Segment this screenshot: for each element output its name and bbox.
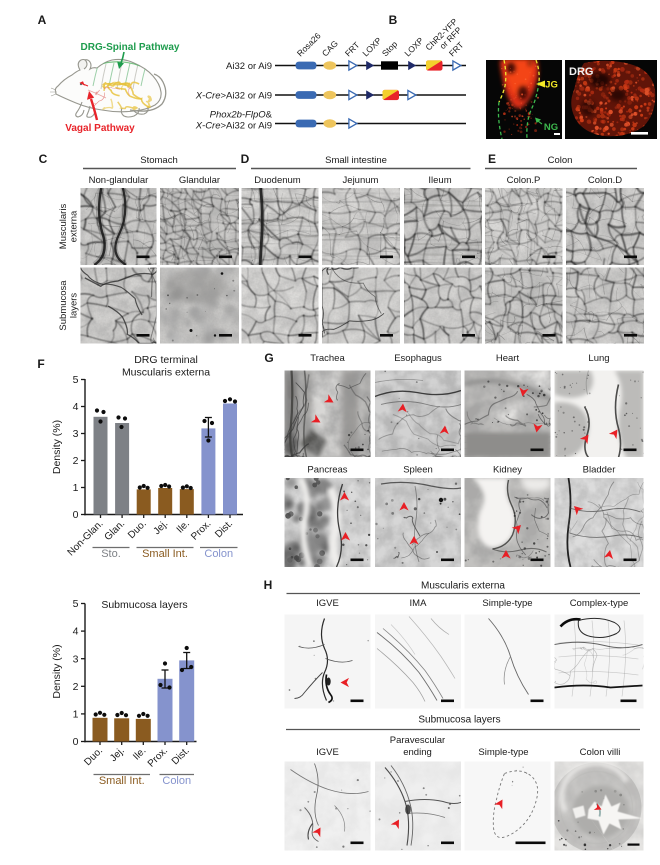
svg-text:Vagal Pathway: Vagal Pathway [65, 123, 135, 134]
svg-text:C: C [39, 152, 48, 166]
svg-text:A: A [38, 13, 47, 27]
svg-text:Colon: Colon [548, 155, 573, 166]
svg-text:Muscularis externa: Muscularis externa [421, 581, 505, 592]
svg-text:B: B [389, 13, 398, 27]
svg-text:Small intestine: Small intestine [325, 155, 387, 166]
svg-text:0: 0 [73, 736, 79, 748]
svg-text:Colon: Colon [204, 548, 233, 560]
svg-text:3: 3 [73, 653, 79, 665]
svg-text:JG: JG [545, 80, 558, 91]
svg-text:D: D [241, 152, 250, 166]
svg-text:Sto.: Sto. [101, 548, 121, 560]
svg-text:Pancreas: Pancreas [307, 465, 347, 476]
svg-text:IGVE: IGVE [316, 747, 339, 758]
svg-text:Submucosa layers: Submucosa layers [101, 599, 187, 611]
svg-text:F: F [37, 357, 44, 371]
svg-text:Stomach: Stomach [140, 155, 178, 166]
svg-text:IMA: IMA [410, 598, 428, 609]
svg-text:1: 1 [73, 482, 79, 494]
svg-text:4: 4 [73, 401, 79, 413]
svg-text:X-Cre>Ai32 or Ai9: X-Cre>Ai32 or Ai9 [195, 91, 272, 102]
svg-text:NG: NG [544, 122, 558, 133]
svg-text:5: 5 [73, 374, 79, 386]
svg-text:Colon: Colon [162, 775, 191, 787]
svg-text:Colon villi: Colon villi [580, 747, 621, 758]
svg-text:Duodenum: Duodenum [254, 175, 301, 186]
svg-text:2: 2 [73, 455, 79, 467]
svg-text:Small Int.: Small Int. [99, 775, 145, 787]
svg-text:Heart: Heart [496, 353, 520, 364]
svg-text:Simple-type: Simple-type [482, 598, 532, 609]
svg-text:Submucosa layers: Submucosa layers [418, 715, 500, 726]
svg-text:Ai32 or Ai9: Ai32 or Ai9 [226, 61, 272, 72]
svg-text:Bladder: Bladder [583, 465, 616, 476]
svg-text:Paravescular: Paravescular [390, 735, 445, 746]
svg-text:4: 4 [73, 626, 79, 638]
svg-text:G: G [264, 351, 273, 365]
svg-text:Non-glandular: Non-glandular [89, 175, 149, 186]
svg-text:Density (%): Density (%) [51, 644, 63, 698]
svg-text:Esophagus: Esophagus [394, 353, 442, 364]
svg-text:E: E [488, 152, 496, 166]
svg-text:Jejunum: Jejunum [343, 175, 379, 186]
svg-text:Colon.D: Colon.D [588, 175, 622, 186]
svg-text:H: H [264, 578, 273, 592]
svg-text:3: 3 [73, 428, 79, 440]
svg-text:Simple-type: Simple-type [478, 747, 528, 758]
svg-text:IGVE: IGVE [316, 598, 339, 609]
svg-text:Ileum: Ileum [428, 175, 451, 186]
svg-text:5: 5 [73, 598, 79, 610]
svg-text:Spleen: Spleen [403, 465, 433, 476]
svg-text:1: 1 [73, 709, 79, 721]
svg-text:Density (%): Density (%) [51, 420, 63, 474]
svg-text:DRG: DRG [569, 66, 593, 78]
svg-text:Kidney: Kidney [493, 465, 522, 476]
svg-text:DRG-Spinal Pathway: DRG-Spinal Pathway [81, 42, 180, 53]
svg-text:Trachea: Trachea [310, 353, 345, 364]
svg-text:DRG terminal: DRG terminal [134, 354, 198, 366]
svg-text:ending: ending [403, 747, 432, 758]
svg-text:0: 0 [73, 509, 79, 521]
svg-text:Lung: Lung [588, 353, 609, 364]
svg-text:Glandular: Glandular [179, 175, 220, 186]
svg-text:Colon.P: Colon.P [507, 175, 541, 186]
svg-text:Complex-type: Complex-type [570, 598, 629, 609]
svg-text:Muscularis externa: Muscularis externa [122, 367, 210, 379]
svg-text:X-Cre>Ai32 or Ai9: X-Cre>Ai32 or Ai9 [195, 121, 272, 132]
svg-text:2: 2 [73, 681, 79, 693]
svg-text:Phox2b-FlpO&: Phox2b-FlpO& [210, 110, 273, 121]
svg-text:Small Int.: Small Int. [142, 548, 188, 560]
